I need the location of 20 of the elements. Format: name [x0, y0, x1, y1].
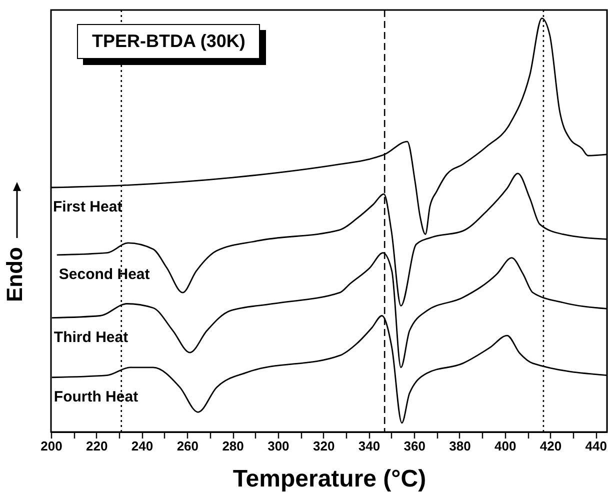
x-tick-label: 420 [540, 438, 562, 454]
series-label: First Heat [53, 198, 122, 216]
text: TPER-BTDA (30K) [77, 24, 260, 59]
x-tick-label: 260 [176, 438, 199, 454]
x-tick-label: 240 [131, 438, 154, 454]
x-axis-title: Temperature (°C) [232, 466, 426, 492]
y-axis-title: Endo [2, 247, 28, 302]
x-tick-label: 340 [358, 438, 380, 454]
x-tick-label: 300 [268, 438, 290, 454]
series-label: Third Heat [54, 328, 128, 346]
x-tick-label: 200 [40, 438, 62, 454]
x-tick-label: 220 [86, 438, 108, 454]
x-tick-label: 320 [312, 438, 335, 454]
x-tick-label: 360 [404, 438, 426, 454]
x-tick-label: 440 [585, 438, 608, 454]
x-tick-label: 280 [222, 438, 244, 454]
x-tick-label: 380 [449, 438, 471, 454]
x-tick-label: 400 [494, 438, 516, 454]
series-label: Second Heat [58, 266, 150, 283]
series-label: Fourth Heat [54, 388, 138, 406]
